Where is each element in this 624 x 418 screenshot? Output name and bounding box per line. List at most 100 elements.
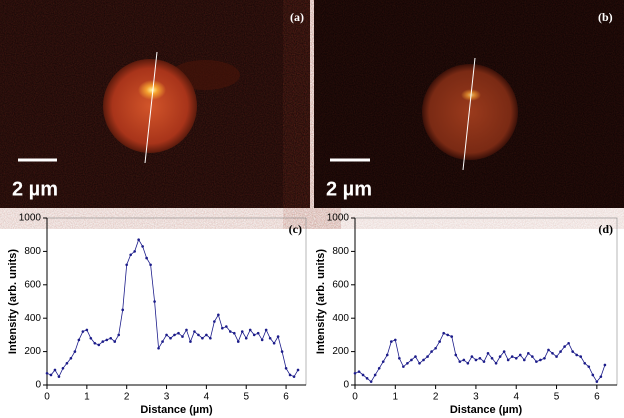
data-point — [165, 333, 168, 337]
data-point — [169, 336, 172, 340]
data-point — [157, 346, 160, 350]
plot-frame — [46, 217, 307, 386]
data-point — [141, 245, 144, 248]
x-tick-label: 3 — [164, 392, 170, 403]
data-point — [65, 361, 69, 365]
data-point — [113, 340, 117, 343]
data-point — [225, 325, 228, 328]
x-tick-label: 4 — [513, 392, 519, 403]
data-point — [256, 331, 260, 335]
data-point — [527, 351, 530, 355]
data-point — [276, 335, 280, 338]
data-point — [45, 372, 49, 375]
data-point — [599, 375, 603, 378]
data-point — [567, 341, 570, 345]
data-point — [244, 336, 248, 340]
data-point — [228, 330, 232, 333]
data-point — [434, 346, 437, 350]
x-tick-label: 1 — [393, 392, 399, 403]
y-tick-label: 400 — [332, 313, 349, 324]
data-point — [373, 373, 377, 377]
data-point — [272, 341, 276, 345]
data-point — [129, 253, 132, 257]
x-tick-label: 5 — [243, 392, 249, 403]
data-point — [221, 326, 224, 330]
data-point — [105, 338, 109, 342]
data-point — [236, 340, 240, 343]
data-point — [284, 367, 288, 370]
x-tick-label: 4 — [204, 392, 210, 403]
data-point — [365, 377, 369, 380]
data-point — [353, 372, 357, 375]
data-point — [121, 308, 125, 312]
data-point — [389, 340, 393, 343]
data-point — [53, 368, 57, 372]
data-point — [61, 367, 65, 370]
data-point — [361, 373, 365, 377]
data-point — [458, 360, 462, 363]
data-point — [57, 375, 61, 378]
data-point — [260, 338, 264, 342]
data-point — [217, 313, 220, 317]
data-point — [394, 338, 397, 342]
data-point — [543, 356, 546, 360]
panel-label: (a) — [290, 10, 304, 24]
y-tick-label: 200 — [332, 346, 349, 357]
x-tick-label: 5 — [554, 392, 560, 403]
data-point — [603, 363, 607, 367]
data-point — [535, 360, 538, 363]
data-point — [357, 370, 361, 373]
data-point — [446, 333, 450, 337]
data-point — [252, 333, 256, 337]
data-point — [268, 336, 272, 340]
data-point — [510, 355, 514, 358]
data-point — [410, 358, 413, 362]
data-point — [430, 350, 433, 353]
scale-bar-label: 2 µm — [326, 178, 372, 200]
data-point — [117, 333, 121, 337]
data-point — [482, 360, 486, 363]
data-point — [466, 361, 470, 365]
x-tick-label: 1 — [84, 392, 90, 403]
data-point — [209, 336, 212, 340]
data-point — [173, 333, 176, 337]
panel-label: (d) — [598, 222, 613, 236]
data-point — [478, 356, 482, 360]
data-point — [587, 365, 591, 368]
data-point — [563, 345, 566, 348]
data-point — [213, 320, 216, 323]
data-point — [571, 350, 574, 353]
data-point — [232, 331, 236, 335]
data-point — [296, 368, 300, 372]
scale-bar-label: 2 µm — [12, 178, 58, 200]
data-point — [402, 365, 405, 368]
data-point — [583, 361, 587, 365]
x-tick-label: 0 — [352, 392, 358, 403]
data-point — [438, 340, 441, 343]
y-tick-label: 600 — [332, 279, 349, 290]
x-tick-label: 2 — [433, 392, 439, 403]
data-point — [197, 333, 200, 337]
data-point — [149, 263, 152, 267]
data-point — [377, 367, 381, 370]
data-point — [49, 373, 53, 377]
data-point — [77, 338, 81, 342]
y-tick-label: 0 — [343, 380, 349, 391]
series-line — [46, 238, 299, 378]
x-tick-label: 2 — [124, 392, 130, 403]
data-point — [531, 355, 534, 358]
data-point — [181, 335, 184, 338]
x-axis-label: Distance (µm) — [140, 404, 213, 416]
data-point — [85, 328, 89, 332]
data-point — [591, 373, 595, 377]
data-point — [381, 360, 385, 363]
data-point — [177, 331, 180, 335]
data-point — [470, 355, 474, 358]
data-point — [109, 336, 113, 340]
data-point — [133, 250, 136, 253]
data-point — [506, 358, 510, 362]
data-point — [518, 353, 522, 357]
data-point — [595, 380, 599, 383]
data-point — [93, 341, 97, 345]
